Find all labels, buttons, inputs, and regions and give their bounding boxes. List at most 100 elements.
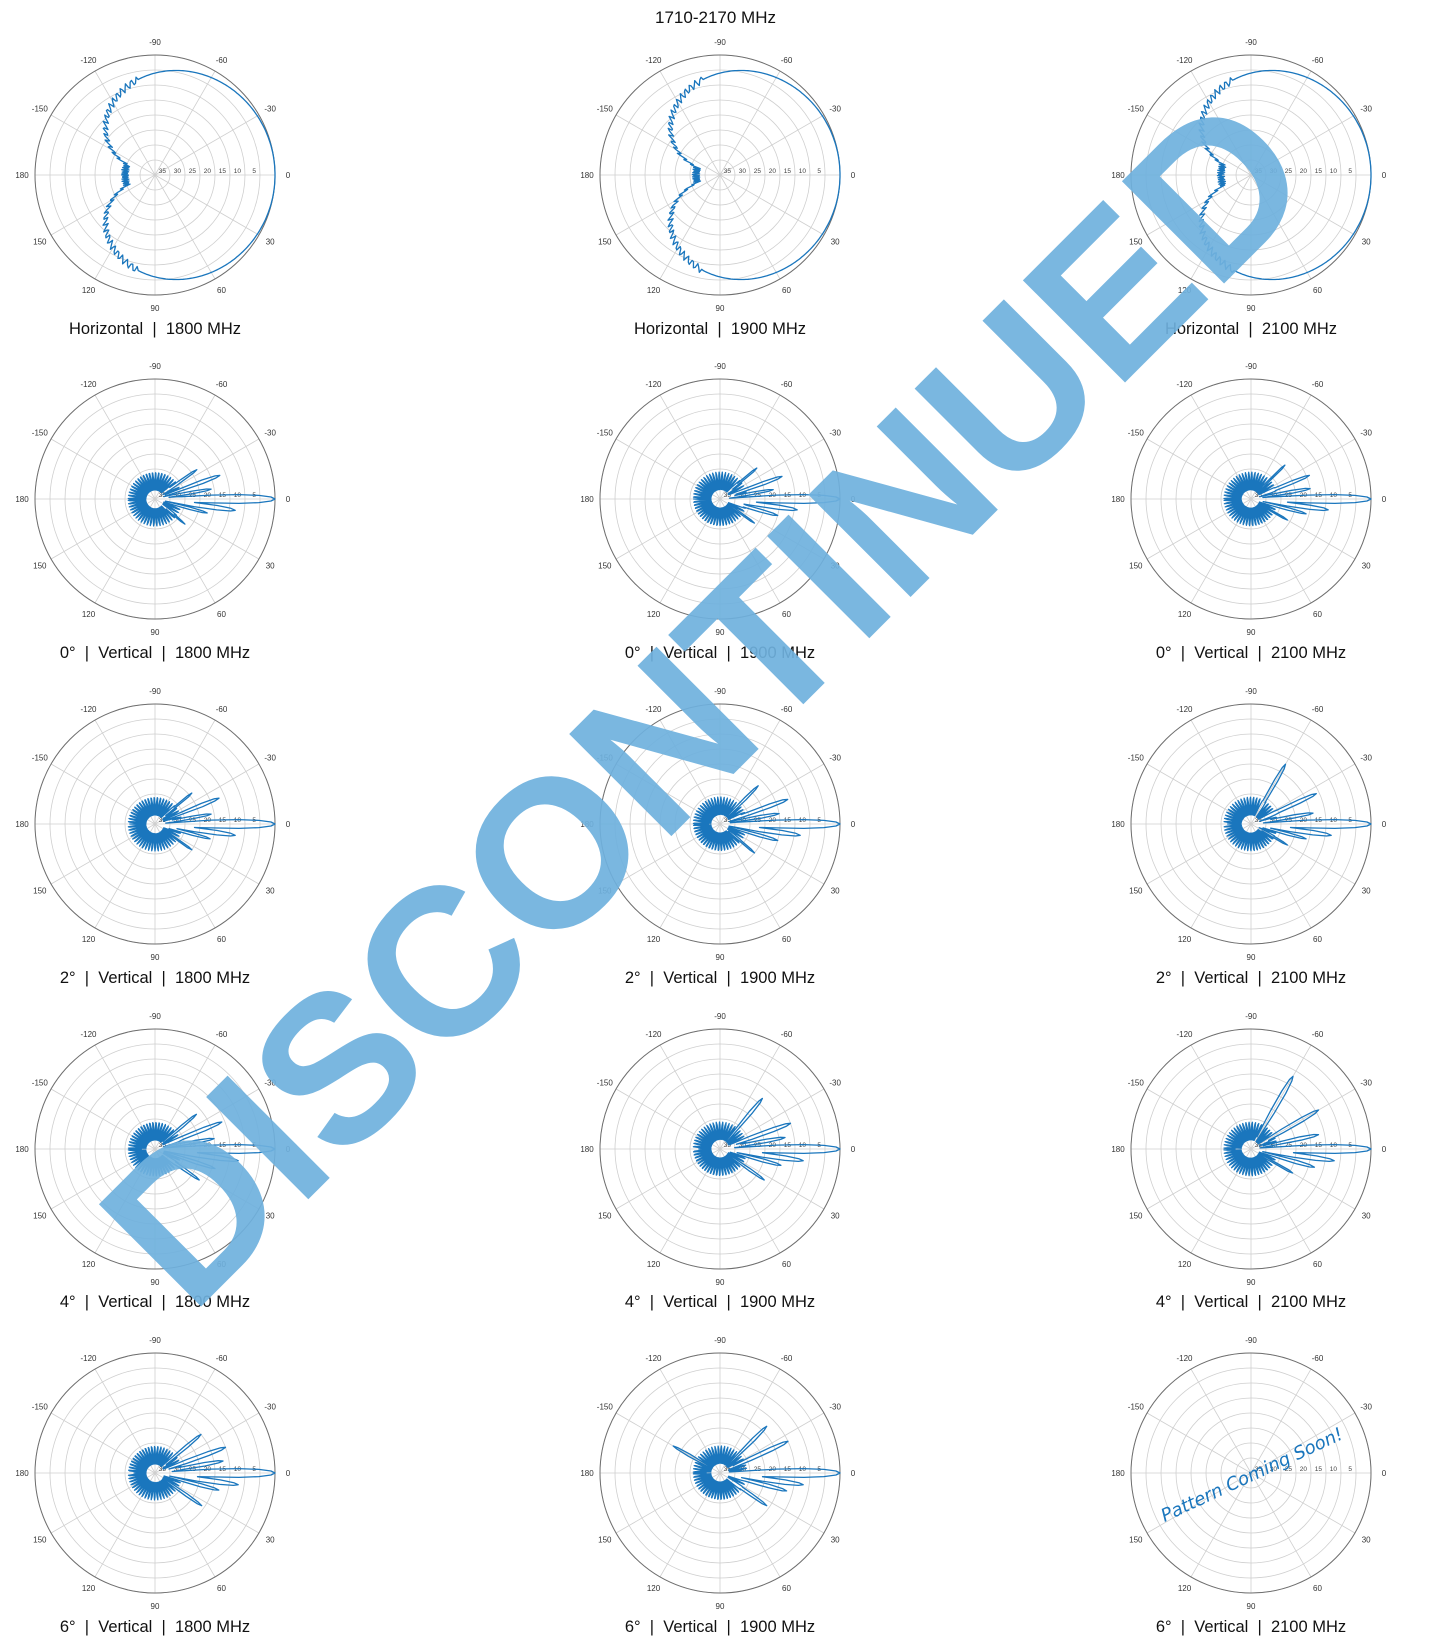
angle-tick-label: -30 — [829, 754, 841, 763]
radial-tick-label: 35 — [1255, 1142, 1263, 1149]
angle-tick-label: 30 — [1362, 238, 1371, 247]
angle-tick-label: 90 — [716, 1278, 725, 1287]
angle-tick-label: -150 — [32, 1403, 49, 1412]
angle-tick-label: 0 — [286, 495, 291, 504]
grid-spoke — [1146, 114, 1252, 176]
angle-tick-label: 120 — [647, 610, 661, 619]
angle-tick-label: 90 — [1247, 1602, 1256, 1611]
radial-tick-label: 5 — [252, 168, 256, 175]
angle-tick-label: -120 — [1176, 705, 1193, 714]
grid-spoke — [1250, 174, 1356, 236]
radial-tick-label: 30 — [739, 168, 747, 175]
angle-tick-label: 120 — [1178, 1260, 1192, 1269]
angle-tick-label: -120 — [1176, 380, 1193, 389]
radial-tick-label: 10 — [1330, 1466, 1338, 1473]
grid-spoke — [719, 174, 781, 280]
polar-plot: 0 30 60 90 120 150 180 -150 -120 -90 -60 -30 5 10 15 20… — [1096, 669, 1406, 979]
radial-tick-label: 30 — [1270, 1466, 1278, 1473]
polar-plot: 0 30 60 90 120 150 180 -150 -120 -90 -60 -30 5 10 15 20… — [565, 1318, 875, 1628]
angle-tick-label: 90 — [716, 304, 725, 313]
angle-tick-label: 180 — [1111, 820, 1125, 829]
radial-tick-label: 10 — [1330, 817, 1338, 824]
radial-tick-label: 30 — [739, 492, 747, 499]
polar-plot: 0 30 60 90 120 150 180 -150 -120 -90 -60 -30 5 10 15 20… — [1096, 994, 1406, 1304]
angle-tick-label: -120 — [1176, 1030, 1193, 1039]
grid-spoke — [659, 174, 721, 280]
grid-spoke — [615, 1412, 721, 1474]
angle-tick-label: -90 — [1245, 1336, 1257, 1345]
angle-tick-label: -90 — [149, 1336, 161, 1345]
angle-tick-label: 0 — [851, 1469, 856, 1478]
angle-tick-label: 150 — [598, 1536, 612, 1545]
angle-tick-label: -30 — [829, 1079, 841, 1088]
angle-tick-label: -90 — [149, 1012, 161, 1021]
angle-tick-label: 90 — [716, 953, 725, 962]
angle-tick-label: -60 — [1312, 380, 1324, 389]
angle-tick-label: -150 — [1128, 754, 1145, 763]
grid-spoke — [1250, 719, 1312, 825]
angle-tick-label: 120 — [647, 1584, 661, 1593]
angle-tick-label: -30 — [264, 754, 276, 763]
angle-tick-label: 60 — [217, 1584, 226, 1593]
angle-tick-label: 60 — [1313, 610, 1322, 619]
pattern-curve — [692, 467, 841, 527]
radial-tick-label: 10 — [799, 168, 807, 175]
angle-tick-label: -120 — [1176, 56, 1193, 65]
angle-tick-label: -120 — [645, 1354, 662, 1363]
grid-spoke — [1250, 1088, 1356, 1150]
angle-tick-label: -30 — [1360, 1403, 1372, 1412]
angle-tick-label: 90 — [151, 628, 160, 637]
radial-tick-label: 35 — [159, 1142, 167, 1149]
pattern-coming-soon-note: Pattern Coming Soon! — [1158, 1424, 1347, 1527]
grid-spoke — [154, 174, 260, 236]
radial-tick-label: 30 — [174, 817, 182, 824]
angle-tick-label: -120 — [80, 1354, 97, 1363]
radial-tick-label: 15 — [1315, 1466, 1323, 1473]
angle-tick-label: 60 — [1313, 1260, 1322, 1269]
polar-plot: 0 30 60 90 120 150 180 -150 -120 -90 -60 -30 5 10 15 20… — [0, 994, 310, 1304]
radial-tick-label: 35 — [1255, 817, 1263, 824]
polar-plot: 0 30 60 90 120 150 180 -150 -120 -90 -60 -30 5 10 15 20… — [0, 1318, 310, 1628]
grid-spoke — [615, 174, 721, 236]
angle-tick-label: 120 — [1178, 286, 1192, 295]
radial-tick-label: 10 — [234, 1466, 242, 1473]
angle-tick-label: 150 — [598, 562, 612, 571]
angle-tick-label: -90 — [714, 38, 726, 47]
angle-tick-label: -150 — [1128, 105, 1145, 114]
polar-plot: 0 30 60 90 120 150 180 -150 -120 -90 -60 -30 5 10 15 20… — [565, 669, 875, 979]
angle-tick-label: 120 — [82, 286, 96, 295]
polar-chart-svg: 0306090120150180-150-120-90-60-305101520… — [1111, 687, 1386, 962]
angle-tick-label: -120 — [80, 380, 97, 389]
radial-tick-label: 5 — [817, 168, 821, 175]
polar-chart-svg: 0306090120150180-150-120-90-60-305101520… — [580, 38, 855, 313]
angle-tick-label: 30 — [1362, 562, 1371, 571]
plot-caption: 6° | Vertical | 1900 MHz — [624, 1618, 816, 1636]
radial-tick-label: 10 — [799, 1466, 807, 1473]
angle-tick-label: 150 — [1129, 1536, 1143, 1545]
radial-tick-label: 35 — [1255, 168, 1263, 175]
plot-caption: 6° | Vertical | 2100 MHz — [1155, 1618, 1347, 1636]
angle-tick-label: 120 — [1178, 1584, 1192, 1593]
grid-spoke — [719, 70, 781, 176]
angle-tick-label: 90 — [716, 1602, 725, 1611]
angle-tick-label: -120 — [80, 1030, 97, 1039]
grid-spoke — [719, 174, 825, 236]
angle-tick-label: 90 — [716, 628, 725, 637]
angle-tick-label: 0 — [286, 820, 291, 829]
pattern-curve — [127, 1433, 276, 1507]
grid-spoke — [94, 174, 156, 280]
radial-tick-label: 15 — [1315, 168, 1323, 175]
radial-tick-label: 10 — [799, 492, 807, 499]
grid-spoke — [1250, 1412, 1356, 1474]
angle-tick-label: 0 — [1382, 1469, 1387, 1478]
angle-tick-label: -120 — [645, 705, 662, 714]
angle-tick-label: 150 — [1129, 562, 1143, 571]
angle-tick-label: -150 — [32, 1079, 49, 1088]
polar-chart-svg: 0306090120150180-150-120-90-60-305101520… — [15, 38, 290, 313]
angle-tick-label: 60 — [217, 610, 226, 619]
angle-tick-label: -150 — [597, 429, 614, 438]
grid-spoke — [154, 174, 216, 280]
grid-spoke — [1250, 1472, 1312, 1578]
polar-chart-svg: 0306090120150180-150-120-90-60-305101520… — [580, 1336, 856, 1611]
radial-tick-label: 30 — [1270, 817, 1278, 824]
